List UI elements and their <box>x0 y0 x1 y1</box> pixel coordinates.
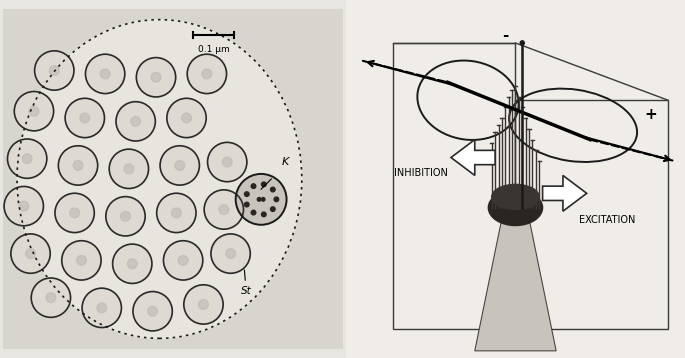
Ellipse shape <box>157 193 196 233</box>
Ellipse shape <box>46 293 55 303</box>
Text: St: St <box>240 270 251 296</box>
Ellipse shape <box>171 208 182 218</box>
Ellipse shape <box>219 205 229 214</box>
Ellipse shape <box>492 184 539 209</box>
Ellipse shape <box>236 174 286 225</box>
Text: -: - <box>502 28 508 43</box>
Ellipse shape <box>70 208 79 218</box>
Ellipse shape <box>520 41 524 45</box>
Text: +: + <box>645 107 658 122</box>
Ellipse shape <box>251 210 256 215</box>
Ellipse shape <box>32 278 71 317</box>
Ellipse shape <box>19 201 29 211</box>
Text: 0.1 μm: 0.1 μm <box>198 45 229 54</box>
Ellipse shape <box>182 113 191 123</box>
Ellipse shape <box>136 58 175 97</box>
Ellipse shape <box>225 249 236 258</box>
Ellipse shape <box>97 303 107 313</box>
Ellipse shape <box>77 256 86 265</box>
Ellipse shape <box>121 211 130 221</box>
Ellipse shape <box>258 198 261 201</box>
Ellipse shape <box>274 197 279 202</box>
Ellipse shape <box>262 182 266 187</box>
Ellipse shape <box>86 54 125 93</box>
Ellipse shape <box>178 256 188 265</box>
Ellipse shape <box>164 241 203 280</box>
Ellipse shape <box>199 300 208 309</box>
Ellipse shape <box>17 20 302 338</box>
Ellipse shape <box>100 69 110 79</box>
Ellipse shape <box>22 154 32 164</box>
Ellipse shape <box>14 92 53 131</box>
Ellipse shape <box>251 184 256 188</box>
Ellipse shape <box>11 234 50 273</box>
Ellipse shape <box>271 187 275 192</box>
Polygon shape <box>543 175 586 211</box>
Ellipse shape <box>245 192 249 197</box>
Ellipse shape <box>73 160 83 170</box>
Text: EXCITATION: EXCITATION <box>579 215 635 225</box>
Ellipse shape <box>127 259 137 269</box>
Ellipse shape <box>35 51 74 90</box>
Ellipse shape <box>175 160 185 170</box>
Polygon shape <box>451 140 495 175</box>
Ellipse shape <box>116 102 155 141</box>
Ellipse shape <box>4 187 43 226</box>
Ellipse shape <box>58 146 98 185</box>
Ellipse shape <box>80 113 90 123</box>
Ellipse shape <box>245 202 249 207</box>
Ellipse shape <box>184 285 223 324</box>
Ellipse shape <box>109 149 149 189</box>
Ellipse shape <box>25 249 36 258</box>
Ellipse shape <box>8 139 47 178</box>
Ellipse shape <box>148 306 158 316</box>
Ellipse shape <box>488 190 543 226</box>
Ellipse shape <box>211 234 250 273</box>
Ellipse shape <box>55 193 95 233</box>
Ellipse shape <box>133 291 173 331</box>
Ellipse shape <box>223 157 232 167</box>
Ellipse shape <box>112 244 152 284</box>
Ellipse shape <box>29 106 39 116</box>
Ellipse shape <box>151 72 161 82</box>
Polygon shape <box>515 100 668 329</box>
Ellipse shape <box>131 116 140 126</box>
Ellipse shape <box>202 69 212 79</box>
Ellipse shape <box>65 98 105 137</box>
Ellipse shape <box>167 98 206 137</box>
Ellipse shape <box>204 190 243 229</box>
Ellipse shape <box>208 142 247 182</box>
Ellipse shape <box>124 164 134 174</box>
Ellipse shape <box>82 288 121 328</box>
Polygon shape <box>393 43 515 329</box>
Ellipse shape <box>105 197 145 236</box>
Ellipse shape <box>62 241 101 280</box>
Ellipse shape <box>262 198 265 201</box>
Text: INHIBITION: INHIBITION <box>394 168 447 178</box>
Ellipse shape <box>187 54 227 93</box>
Polygon shape <box>475 218 556 351</box>
Ellipse shape <box>262 212 266 217</box>
Text: K: K <box>282 157 288 167</box>
Ellipse shape <box>271 207 275 212</box>
Ellipse shape <box>49 66 59 76</box>
Ellipse shape <box>160 146 199 185</box>
